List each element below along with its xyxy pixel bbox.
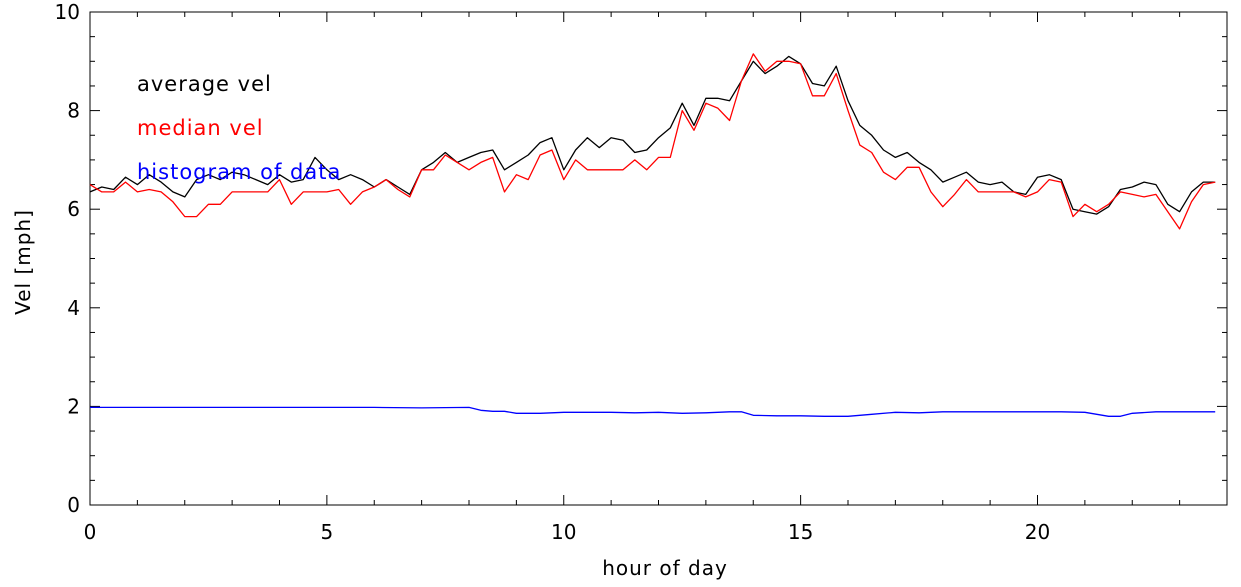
legend-entry-average-vel: average vel <box>137 72 272 96</box>
x-tick-label: 10 <box>551 520 576 544</box>
y-tick-label: 8 <box>67 99 80 123</box>
y-tick-label: 4 <box>67 296 80 320</box>
legend: average vel median vel histogram of data <box>137 72 341 184</box>
x-tick-label: 5 <box>321 520 334 544</box>
series-line-average-vel <box>89 55 1216 215</box>
series-line-histogram-of-data <box>90 406 1216 417</box>
y-tick-label: 2 <box>67 394 80 418</box>
axes: 0 5 10 15 20 0 2 4 6 8 10 <box>55 0 1228 544</box>
x-tick-label: 20 <box>1025 520 1050 544</box>
y-tick-label: 0 <box>67 493 80 517</box>
series-lines <box>89 53 1216 417</box>
y-axis-label: Vel [mph] <box>11 209 35 315</box>
legend-entry-median-vel: median vel <box>137 116 264 140</box>
y-tick-label: 6 <box>67 197 80 221</box>
legend-entry-histogram-of-data: histogram of data <box>137 160 341 184</box>
x-tick-label: 15 <box>788 520 813 544</box>
y-tick-label: 10 <box>55 0 80 24</box>
series-line-median-vel <box>89 53 1216 230</box>
x-tick-label: 0 <box>84 520 97 544</box>
x-axis-label: hour of day <box>602 556 728 580</box>
